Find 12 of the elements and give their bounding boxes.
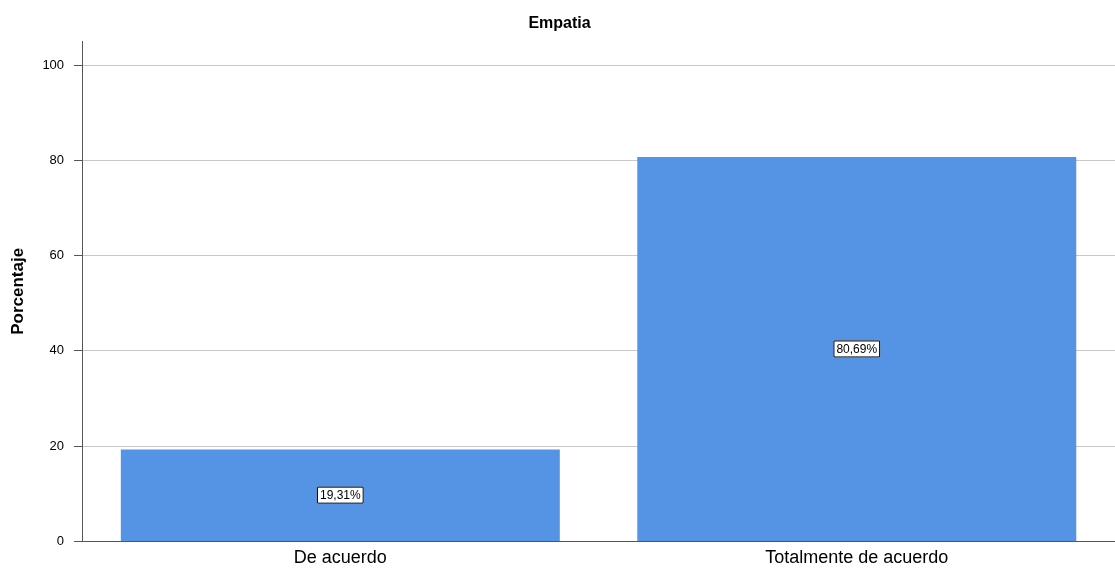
x-tick-label: Totalmente de acuerdo	[765, 547, 949, 568]
data-label: 80,69%	[836, 342, 878, 357]
y-tick-label: 80	[49, 151, 65, 167]
y-tick-label: 40	[49, 342, 65, 358]
y-tick-label: 100	[42, 56, 65, 72]
y-axis-title: Porcentaje	[7, 247, 27, 335]
y-tick-label: 0	[56, 532, 65, 548]
x-tick-label: De acuerdo	[293, 547, 387, 568]
y-tick-label: 60	[49, 247, 65, 263]
chart-title: Empatia	[528, 14, 591, 32]
y-tick-label: 20	[49, 437, 65, 453]
data-label: 19,31%	[319, 488, 361, 503]
